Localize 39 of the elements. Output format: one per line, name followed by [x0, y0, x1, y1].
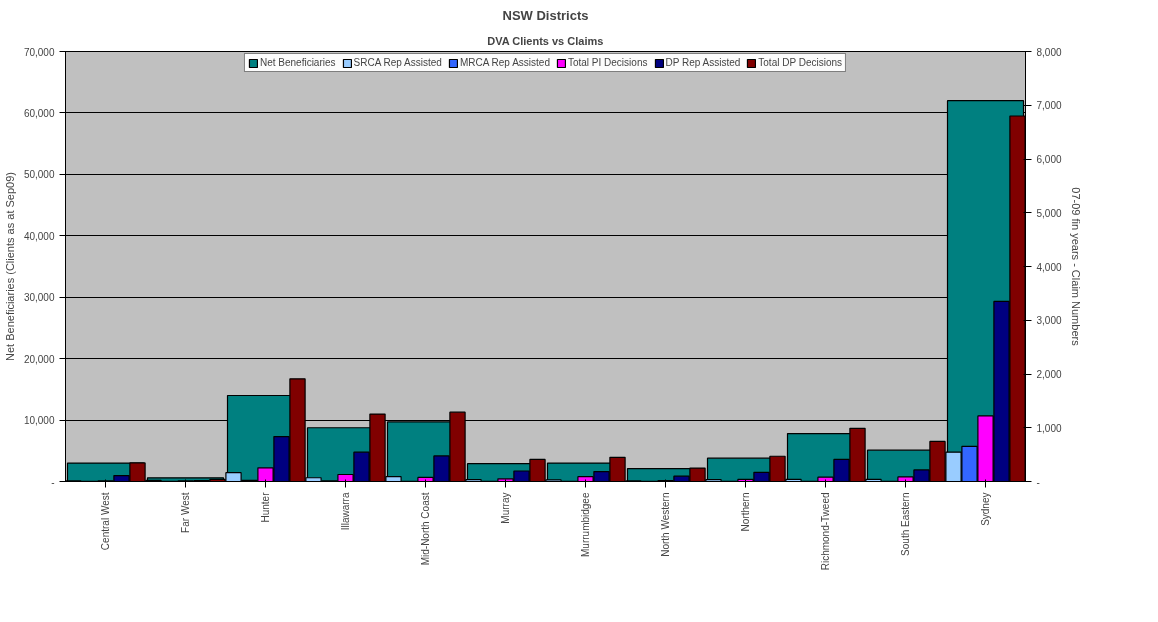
- y-tick-label: 60,000: [23, 107, 55, 119]
- legend-label: Net Beneficiaries: [259, 57, 336, 68]
- y-tick-label: 20,000: [23, 353, 55, 365]
- x-tick-label: Richmond-Tweed: [820, 492, 831, 571]
- legend-label: Total PI Decisions: [567, 57, 648, 68]
- x-tick-label: Sydney: [980, 492, 991, 526]
- y-tick-label: -: [51, 476, 55, 488]
- legend-label: Total DP Decisions: [758, 57, 843, 68]
- y-tick-label: 30,000: [23, 292, 55, 304]
- y-tick-label: 10,000: [23, 415, 55, 427]
- y2-tick-label: 6,000: [1036, 154, 1062, 165]
- y2-tick-label: 8,000: [1036, 46, 1062, 58]
- y-tick-label: 50,000: [23, 169, 55, 181]
- x-tick-label: Illawarra: [340, 492, 351, 531]
- chart-subtitle: DVA Clients vs Claims: [487, 34, 604, 47]
- y2-axis-title: 07-09 fin years - Claim Numbers: [1069, 187, 1082, 347]
- x-tick-label: Central West: [100, 492, 111, 551]
- chart-title: NSW Districts: [502, 7, 589, 23]
- x-tick-label: Hunter: [260, 491, 271, 523]
- y-tick-label: 40,000: [23, 230, 55, 242]
- y2-tick-label: 7,000: [1036, 100, 1062, 112]
- y-axis-title: Net Beneficiaries (Clients as at Sep09): [3, 172, 16, 361]
- legend-label: DP Rep Assisted: [665, 57, 741, 68]
- legend-label: MRCA Rep Assisted: [459, 57, 550, 68]
- y2-tick-label: 5,000: [1036, 207, 1062, 219]
- x-tick-label: Far West: [180, 492, 191, 533]
- y2-tick-label: 1,000: [1036, 422, 1062, 434]
- x-tick-label: Murrumbidgee: [580, 492, 591, 557]
- x-tick-label: North Western: [660, 492, 671, 557]
- x-tick-label: South Eastern: [900, 492, 911, 556]
- x-tick-label: Northern: [740, 492, 751, 532]
- y2-tick-label: 4,000: [1036, 261, 1062, 273]
- y2-tick-label: -: [1036, 476, 1040, 488]
- x-tick-label: Mid-North Coast: [420, 492, 431, 566]
- y-tick-label: 70,000: [23, 46, 55, 58]
- y2-tick-label: 2,000: [1036, 369, 1062, 380]
- x-tick-label: Murray: [500, 492, 511, 524]
- legend-label: SRCA Rep Assisted: [353, 57, 442, 68]
- y2-tick-label: 3,000: [1036, 315, 1062, 327]
